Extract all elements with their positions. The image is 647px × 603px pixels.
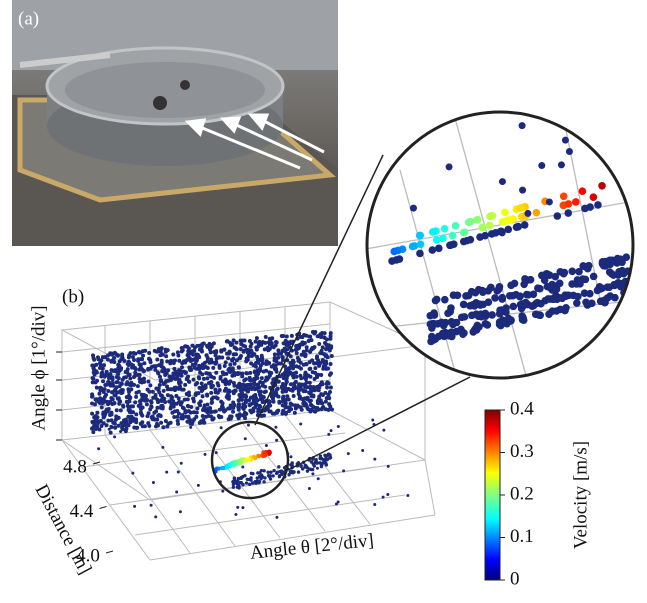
figure: (a) (b) Angle ϕ [1°/div] Distance [m] An… xyxy=(0,0,647,598)
distance-tick-label: 4.8 xyxy=(63,456,87,477)
distance-tick xyxy=(106,551,113,553)
x-axis-label: Angle θ [2°/div] xyxy=(249,530,375,564)
colorbar-tick-label: 0 xyxy=(510,568,520,589)
colorbar-tick-label: 0.1 xyxy=(510,526,534,547)
distance-tick-label: 4.4 xyxy=(70,501,94,522)
panel-label: (b) xyxy=(62,286,84,307)
photo xyxy=(12,0,338,246)
colorbar-tick-label: 0.3 xyxy=(510,441,534,462)
zoom-inset xyxy=(360,100,640,390)
z-ticks xyxy=(56,352,62,440)
colorbar-tick-label: 0.2 xyxy=(510,483,534,504)
colorbar-label: Velocity [m/s] xyxy=(570,441,591,549)
scatter-points xyxy=(90,330,409,519)
distance-tick-label: 4.0 xyxy=(76,545,100,566)
colorbar-tick-label: 0.4 xyxy=(510,398,534,419)
z-axis-label: Angle ϕ [1°/div] xyxy=(28,305,49,430)
colorbar xyxy=(485,410,500,580)
distance-tick xyxy=(100,507,107,509)
panel-label: (a) xyxy=(18,8,39,29)
